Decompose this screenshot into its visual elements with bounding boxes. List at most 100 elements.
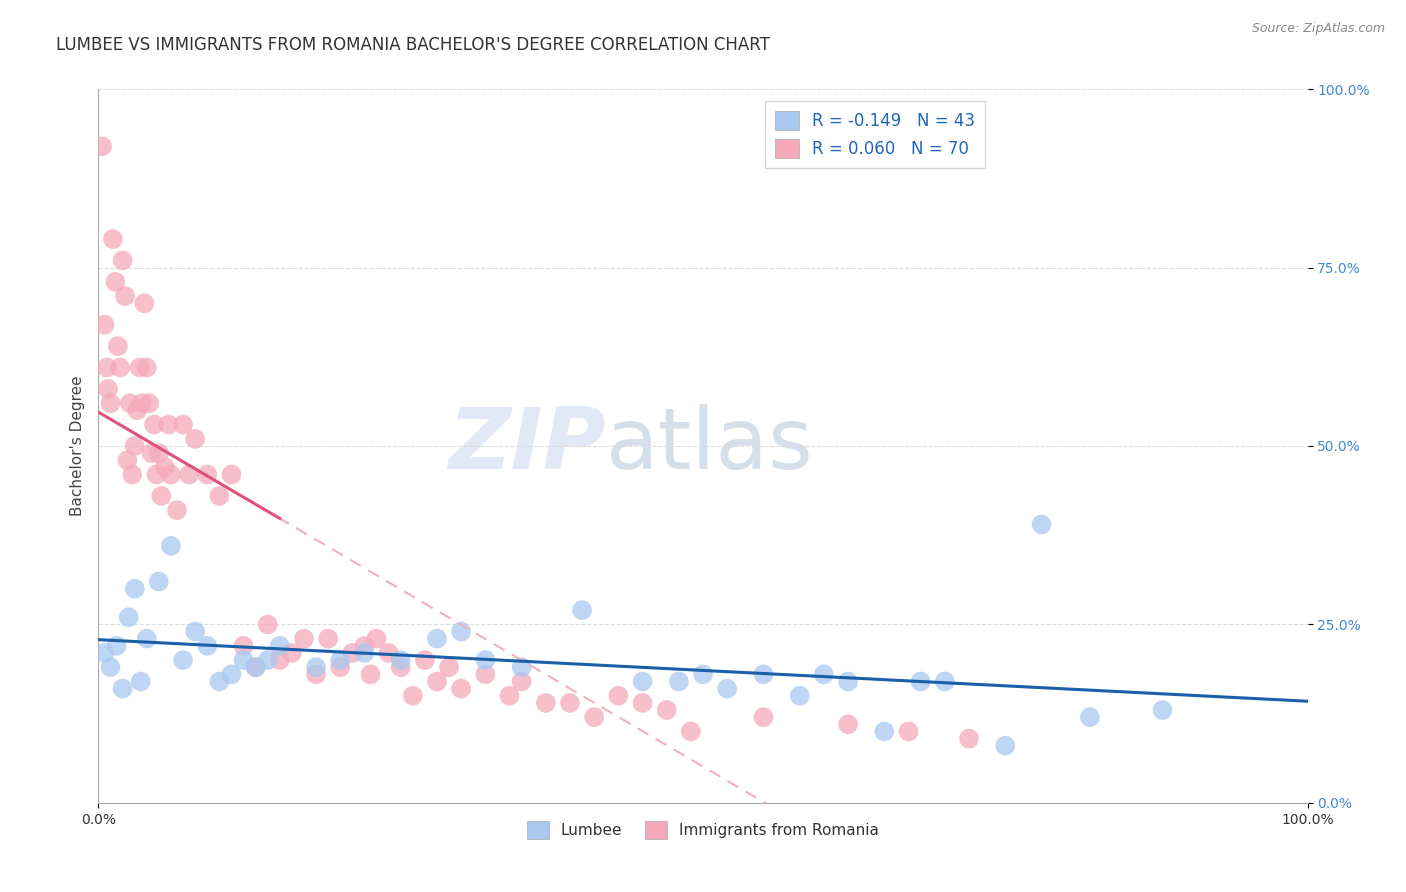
Point xyxy=(389,653,412,667)
Point xyxy=(117,453,139,467)
Point xyxy=(1078,710,1101,724)
Point xyxy=(129,674,152,689)
Text: atlas: atlas xyxy=(606,404,814,488)
Point xyxy=(93,646,115,660)
Point xyxy=(101,232,124,246)
Point xyxy=(837,717,859,731)
Point xyxy=(148,574,170,589)
Point xyxy=(184,624,207,639)
Point xyxy=(179,467,201,482)
Point xyxy=(172,417,194,432)
Point xyxy=(141,446,163,460)
Point xyxy=(131,396,153,410)
Point xyxy=(668,674,690,689)
Point xyxy=(426,632,449,646)
Point xyxy=(184,432,207,446)
Text: Source: ZipAtlas.com: Source: ZipAtlas.com xyxy=(1251,22,1385,36)
Point xyxy=(583,710,606,724)
Point xyxy=(100,660,122,674)
Point xyxy=(104,275,127,289)
Text: ZIP: ZIP xyxy=(449,404,606,488)
Point xyxy=(256,653,278,667)
Point xyxy=(91,139,114,153)
Point xyxy=(118,610,141,624)
Point xyxy=(157,417,180,432)
Point xyxy=(897,724,920,739)
Point xyxy=(631,674,654,689)
Text: LUMBEE VS IMMIGRANTS FROM ROMANIA BACHELOR'S DEGREE CORRELATION CHART: LUMBEE VS IMMIGRANTS FROM ROMANIA BACHEL… xyxy=(56,36,770,54)
Point xyxy=(679,724,702,739)
Point xyxy=(377,646,399,660)
Point xyxy=(366,632,388,646)
Point xyxy=(114,289,136,303)
Point xyxy=(413,653,436,667)
Point xyxy=(631,696,654,710)
Point xyxy=(245,660,267,674)
Legend: Lumbee, Immigrants from Romania: Lumbee, Immigrants from Romania xyxy=(522,815,884,845)
Point xyxy=(571,603,593,617)
Point xyxy=(934,674,956,689)
Point xyxy=(221,467,243,482)
Point xyxy=(450,681,472,696)
Point xyxy=(107,339,129,353)
Point xyxy=(160,467,183,482)
Point xyxy=(692,667,714,681)
Point xyxy=(269,639,291,653)
Point xyxy=(100,396,122,410)
Point xyxy=(111,681,134,696)
Point xyxy=(208,674,231,689)
Point xyxy=(910,674,932,689)
Point xyxy=(150,489,173,503)
Point xyxy=(97,382,120,396)
Point xyxy=(121,467,143,482)
Point xyxy=(498,689,520,703)
Point xyxy=(232,639,254,653)
Point xyxy=(124,582,146,596)
Point xyxy=(329,653,352,667)
Point xyxy=(329,660,352,674)
Point xyxy=(655,703,678,717)
Point xyxy=(752,667,775,681)
Point xyxy=(118,396,141,410)
Point xyxy=(135,632,157,646)
Point xyxy=(360,667,382,681)
Point xyxy=(510,674,533,689)
Point xyxy=(607,689,630,703)
Point xyxy=(813,667,835,681)
Point xyxy=(208,489,231,503)
Point xyxy=(160,539,183,553)
Point xyxy=(166,503,188,517)
Point xyxy=(93,318,115,332)
Point xyxy=(474,653,496,667)
Point xyxy=(957,731,980,746)
Point xyxy=(232,653,254,667)
Point xyxy=(195,467,218,482)
Point xyxy=(105,639,128,653)
Point xyxy=(402,689,425,703)
Point xyxy=(342,646,364,660)
Point xyxy=(716,681,738,696)
Point xyxy=(195,639,218,653)
Point xyxy=(108,360,131,375)
Point xyxy=(534,696,557,710)
Point xyxy=(558,696,581,710)
Point xyxy=(789,689,811,703)
Point xyxy=(135,360,157,375)
Point xyxy=(353,639,375,653)
Point xyxy=(752,710,775,724)
Point xyxy=(305,667,328,681)
Point xyxy=(316,632,339,646)
Point xyxy=(1031,517,1053,532)
Y-axis label: Bachelor's Degree: Bachelor's Degree xyxy=(69,376,84,516)
Point xyxy=(145,467,167,482)
Point xyxy=(292,632,315,646)
Point xyxy=(873,724,896,739)
Point xyxy=(1152,703,1174,717)
Point xyxy=(437,660,460,674)
Point xyxy=(245,660,267,674)
Point xyxy=(172,653,194,667)
Point xyxy=(353,646,375,660)
Point xyxy=(111,253,134,268)
Point xyxy=(127,403,149,417)
Point xyxy=(153,460,176,475)
